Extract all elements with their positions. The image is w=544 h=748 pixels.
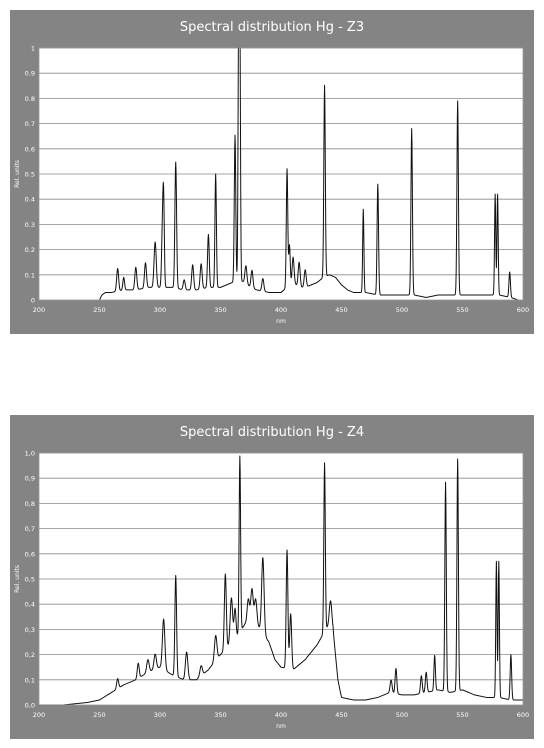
y-tick-label: 1: [31, 45, 35, 53]
x-tick-label: 200: [33, 711, 45, 719]
y-axis-label: Rel. units: [14, 160, 21, 188]
y-tick-label: 0.2: [25, 246, 35, 254]
x-tick-label: 300: [154, 711, 166, 719]
y-tick-label: 0.5: [25, 171, 35, 179]
x-axis-label: nm: [276, 723, 286, 730]
x-tick-label: 350: [214, 306, 226, 314]
chart-panel-z3: Spectral distribution Hg - Z3 0 0.1 0.2 0.3…: [10, 10, 534, 334]
x-tick-label: 450: [335, 711, 347, 719]
x-tick-label: 250: [93, 711, 105, 719]
x-tick-label: 400: [275, 306, 287, 314]
y-tick-label: 0.1: [25, 271, 35, 279]
y-tick-label: 0.6: [25, 145, 35, 153]
x-tick-label: 500: [396, 711, 408, 719]
x-tick-label: 600: [517, 306, 529, 314]
plot-border: [38, 47, 524, 301]
y-tick-label: 0.9: [25, 70, 35, 78]
spectrum-line: [99, 47, 519, 301]
chart-panel-z4: Spectral distribution Hg - Z4 0,0 0,1 0,2 0…: [10, 415, 534, 739]
x-tick-label: 550: [456, 711, 468, 719]
spectrum-line: [38, 455, 524, 706]
chart-title: Spectral distribution Hg - Z4: [179, 425, 365, 440]
y-axis-label: Rel. units: [14, 565, 21, 593]
chart-svg: 0 0.1 0.2 0.3 0.4 0.5 0.6 0.7 0.8 0.9 1 200 250 300 35…: [14, 45, 529, 326]
x-tick-label: 300: [154, 306, 166, 314]
y-tick-label: 1,0: [25, 450, 35, 458]
x-tick-label: 250: [93, 306, 105, 314]
x-tick-label: 200: [33, 306, 45, 314]
y-tick-label: 0,8: [25, 500, 35, 508]
x-tick-label: 400: [275, 711, 287, 719]
chart-title: Spectral distribution Hg - Z3: [179, 20, 365, 35]
y-tick-label: 0,1: [25, 676, 35, 684]
y-tick-label: 0: [31, 297, 35, 305]
x-tick-label: 600: [517, 711, 529, 719]
y-tick-label: 0,5: [25, 576, 35, 584]
y-tick-label: 0.4: [25, 196, 35, 204]
y-tick-label: 0.3: [25, 221, 35, 229]
y-tick-label: 0,9: [25, 475, 35, 483]
x-tick-label: 350: [214, 711, 226, 719]
y-tick-label: 0,3: [25, 626, 35, 634]
x-tick-label: 450: [335, 306, 347, 314]
chart-svg: 0,0 0,1 0,2 0,3 0,4 0,5 0,6 0,7 0,8 0,9 1,0 200 250 3…: [14, 450, 529, 731]
x-axis-label: nm: [276, 318, 286, 325]
x-tick-label: 500: [396, 306, 408, 314]
y-tick-label: 0,0: [25, 702, 35, 710]
y-tick-label: 0,7: [25, 525, 35, 533]
y-tick-label: 0.7: [25, 120, 35, 128]
y-tick-label: 0,6: [25, 550, 35, 558]
y-tick-label: 0.8: [25, 95, 35, 103]
x-tick-label: 550: [456, 306, 468, 314]
plot-border: [38, 452, 524, 706]
y-tick-label: 0,2: [25, 651, 35, 659]
y-tick-label: 0,4: [25, 601, 35, 609]
